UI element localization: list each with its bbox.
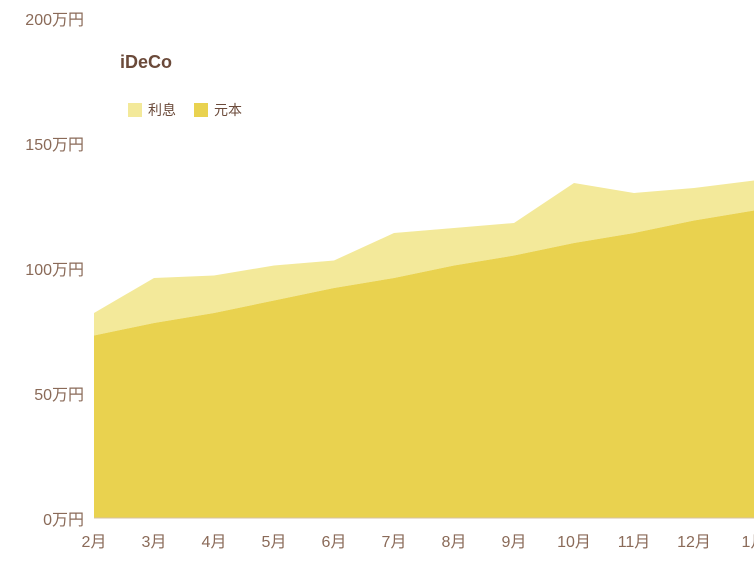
y-axis-labels: 0万円 50万円 100万円 150万円 200万円	[0, 0, 84, 567]
legend-item-1: 元本	[194, 100, 242, 120]
x-tick-label: 5月	[262, 528, 287, 552]
x-tick-label: 9月	[502, 528, 527, 552]
y-tick-label: 150万円	[25, 131, 84, 155]
x-tick-label: 12月	[677, 528, 711, 552]
y-tick-label: 200万円	[25, 6, 84, 30]
plot-area	[0, 0, 754, 567]
chart-title: iDeCo	[120, 52, 172, 73]
y-tick-label: 50万円	[34, 381, 84, 405]
x-tick-label: 1月	[742, 528, 754, 552]
legend-swatch-icon	[194, 103, 208, 117]
x-tick-label: 4月	[202, 528, 227, 552]
legend-swatch-icon	[128, 103, 142, 117]
legend-label: 利息	[148, 100, 176, 120]
x-tick-label: 3月	[142, 528, 167, 552]
ideco-area-chart: 0万円 50万円 100万円 150万円 200万円 2月 3月 4月 5月 6月 7月 8月 9月 1…	[0, 0, 754, 567]
x-tick-label: 8月	[442, 528, 467, 552]
x-tick-label: 7月	[382, 528, 407, 552]
chart-legend: 利息 元本	[128, 100, 242, 120]
x-axis-labels: 2月 3月 4月 5月 6月 7月 8月 9月 10月 11月 12月 1月	[0, 528, 754, 558]
y-tick-label: 0万円	[43, 506, 84, 530]
legend-item-0: 利息	[128, 100, 176, 120]
x-tick-label: 6月	[322, 528, 347, 552]
x-tick-label: 11月	[618, 528, 651, 552]
legend-label: 元本	[214, 100, 242, 120]
y-tick-label: 100万円	[25, 256, 84, 280]
x-tick-label: 10月	[557, 528, 591, 552]
x-tick-label: 2月	[82, 528, 107, 552]
